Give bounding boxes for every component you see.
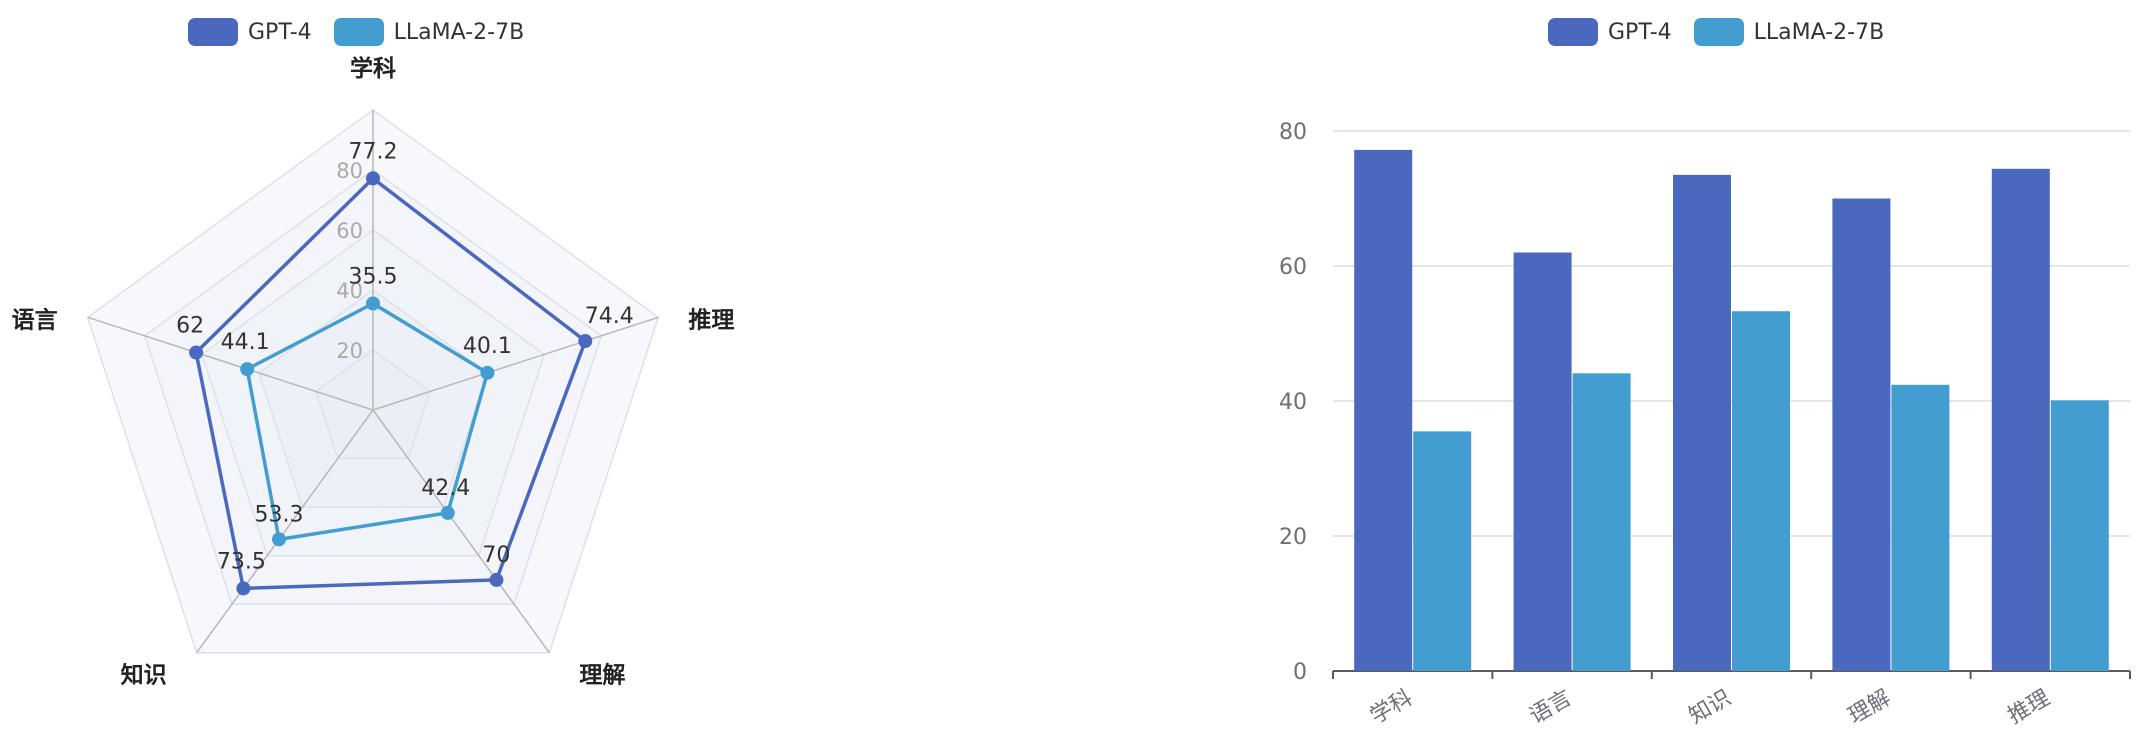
radar-point[interactable] — [489, 573, 503, 587]
radar-point[interactable] — [366, 171, 380, 185]
bar[interactable] — [1573, 373, 1631, 671]
legend-label-gpt4: GPT-4 — [248, 20, 312, 45]
radar-indicator-label: 学科 — [350, 55, 396, 82]
radar-value-label: 77.2 — [349, 139, 398, 164]
legend-swatch-llama — [334, 18, 384, 46]
radar-value-label: 74.4 — [585, 304, 634, 329]
radar-indicator-label: 知识 — [121, 662, 167, 689]
bar[interactable] — [1732, 311, 1790, 671]
y-tick-label: 20 — [1279, 525, 1307, 550]
bar[interactable] — [2051, 400, 2109, 671]
x-tick-label: 理解 — [1844, 686, 1895, 730]
legend-label-gpt4: GPT-4 — [1608, 20, 1672, 45]
radar-point[interactable] — [189, 346, 203, 360]
radar-tick-label: 60 — [336, 219, 363, 243]
radar-indicator-label: 理解 — [579, 662, 625, 689]
y-tick-label: 0 — [1293, 660, 1307, 685]
radar-indicator-label: 推理 — [688, 307, 734, 333]
radar-point[interactable] — [240, 362, 254, 376]
bar[interactable] — [1413, 431, 1471, 671]
legend-label-llama: LLaMA-2-7B — [1754, 20, 1885, 45]
y-tick-label: 60 — [1279, 255, 1307, 280]
bar-chart-panel: GPT-4 LLaMA-2-7B 0 20 40 60 80 学科 语言 知识 理解 推理 — [1230, 0, 2140, 734]
bar[interactable] — [1673, 175, 1731, 671]
radar-value-label: 40.1 — [463, 334, 512, 359]
radar-value-label: 73.5 — [217, 549, 266, 574]
bar[interactable] — [1514, 253, 1572, 672]
bar-chart: 0 20 40 60 80 学科 语言 知识 理解 推理 — [1230, 0, 2140, 734]
radar-value-label: 44.1 — [221, 330, 270, 355]
radar-chart: 20406080学科推理理解知识语言77.274.47073.56235.540… — [0, 0, 760, 734]
x-tick-label: 学科 — [1366, 686, 1417, 730]
radar-point[interactable] — [441, 506, 455, 520]
legend-item-llama[interactable]: LLaMA-2-7B — [1694, 18, 1885, 46]
legend-label-llama: LLaMA-2-7B — [394, 20, 525, 45]
legend-item-gpt4[interactable]: GPT-4 — [188, 18, 312, 46]
radar-value-label: 42.4 — [421, 476, 470, 501]
legend-swatch-gpt4 — [1548, 18, 1598, 46]
legend-swatch-gpt4 — [188, 18, 238, 46]
radar-value-label: 35.5 — [349, 265, 398, 290]
radar-point[interactable] — [578, 334, 592, 348]
y-tick-label: 40 — [1279, 390, 1307, 415]
x-tick-label: 推理 — [2004, 686, 2055, 730]
radar-legend: GPT-4 LLaMA-2-7B — [188, 18, 524, 46]
radar-point[interactable] — [272, 532, 286, 546]
bar[interactable] — [1832, 199, 1890, 672]
radar-indicator-label: 语言 — [12, 306, 58, 333]
radar-value-label: 53.3 — [255, 502, 304, 527]
legend-swatch-llama — [1694, 18, 1744, 46]
x-tick-label: 知识 — [1685, 686, 1736, 730]
bar-legend: GPT-4 LLaMA-2-7B — [1548, 18, 1884, 46]
legend-item-llama[interactable]: LLaMA-2-7B — [334, 18, 525, 46]
x-tick-label: 语言 — [1526, 686, 1577, 730]
radar-tick-label: 20 — [336, 339, 363, 363]
radar-chart-panel: GPT-4 LLaMA-2-7B 20 40 60 80 学科 推理 理解 知识 语言 77.2 7… — [0, 0, 760, 734]
radar-value-label: 70 — [482, 543, 510, 568]
legend-item-gpt4[interactable]: GPT-4 — [1548, 18, 1672, 46]
y-tick-label: 80 — [1279, 120, 1307, 145]
bar[interactable] — [1354, 150, 1412, 671]
bar[interactable] — [1891, 385, 1949, 671]
radar-point[interactable] — [366, 297, 380, 311]
radar-point[interactable] — [480, 366, 494, 380]
bar[interactable] — [1992, 169, 2050, 671]
radar-value-label: 62 — [176, 314, 204, 339]
radar-point[interactable] — [236, 581, 250, 595]
